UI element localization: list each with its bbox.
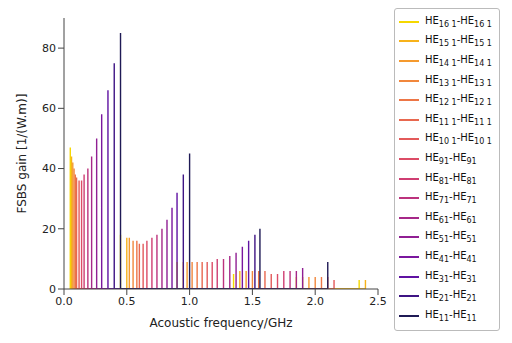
html-text:HE11- HE11: HE11- HE11: [425, 308, 477, 323]
html-text:HE61- HE61: HE61- HE61: [425, 210, 477, 225]
svg-text:FSBS gain [1/(W.m)]: FSBS gain [1/(W.m)]: [15, 94, 29, 214]
html-text:HE31- HE31: HE31- HE31: [425, 269, 477, 284]
svg-text:0.5: 0.5: [118, 295, 136, 308]
html-text:HE71- HE71: HE71- HE71: [425, 191, 477, 206]
svg-text:60: 60: [42, 102, 56, 115]
html-text:HE12 1- HE12 1: HE12 1- HE12 1: [425, 93, 492, 108]
svg-text:2.5: 2.5: [369, 295, 387, 308]
html-text:HE91- HE91: HE91- HE91: [425, 152, 477, 166]
svg-text:20: 20: [42, 223, 56, 236]
svg-text:1.0: 1.0: [181, 295, 199, 308]
svg-text:1.5: 1.5: [244, 295, 262, 308]
svg-text:40: 40: [42, 162, 56, 175]
html-text:HE51- HE51: HE51- HE51: [425, 230, 477, 245]
svg-text:2.0: 2.0: [306, 295, 324, 308]
html-text:HE11 1- HE11 1: HE11 1- HE11 1: [425, 112, 492, 127]
html-text:HE16 1- HE16 1: HE16 1- HE16 1: [425, 14, 492, 29]
html-text:HE13 1- HE13 1: HE13 1- HE13 1: [425, 73, 492, 88]
html-text:HE21- HE21: HE21- HE21: [425, 289, 477, 304]
html-text:HE10 1- HE10 1: HE10 1- HE10 1: [425, 132, 492, 147]
svg-text:0: 0: [49, 283, 56, 296]
html-text:HE41- HE41: HE41- HE41: [425, 249, 477, 264]
svg-text:0.0: 0.0: [55, 295, 73, 308]
svg-text:80: 80: [42, 42, 56, 55]
html-text:HE15 1- HE15 1: HE15 1- HE15 1: [425, 34, 492, 49]
svg-text:Acoustic frequency/GHz: Acoustic frequency/GHz: [149, 316, 292, 330]
html-text:HE81- HE81: HE81- HE81: [425, 171, 477, 186]
html-text:HE14 1- HE14 1: HE14 1- HE14 1: [425, 54, 492, 68]
